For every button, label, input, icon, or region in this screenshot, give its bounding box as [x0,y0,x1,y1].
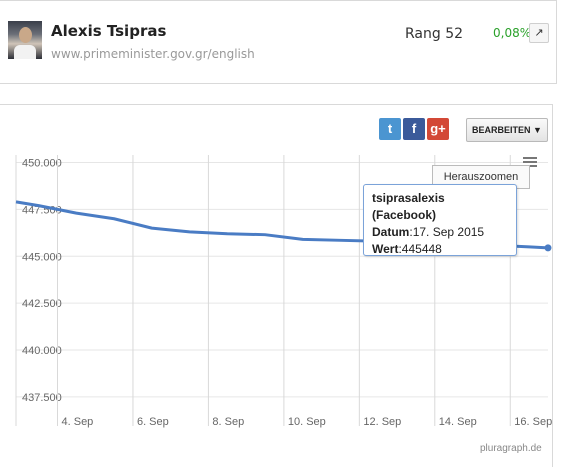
y-tick-label: 440.000 [22,345,62,357]
y-tick-label: 442.500 [22,298,62,310]
trend-arrow-icon[interactable]: ↗ [529,23,549,43]
tooltip-value: 445448 [401,242,442,256]
chart-panel [0,104,553,467]
y-tick-label: 445.000 [22,251,62,263]
avatar [8,21,42,59]
google-plus-icon[interactable]: g+ [427,118,449,140]
profile-card: Alexis Tsipras www.primeminister.gov.gr/… [0,0,557,84]
profile-name[interactable]: Alexis Tsipras [51,22,167,40]
share-buttons: t f g+ [379,118,449,140]
y-tick-label: 437.500 [22,392,62,404]
avatar-shirt [14,45,36,59]
x-tick-label: 10. Sep [288,416,326,428]
y-tick-label: 450.000 [22,158,62,170]
twitter-icon[interactable]: t [379,118,401,140]
avatar-face [19,27,32,43]
rank-label: Rang 52 [405,26,464,42]
x-tick-label: 6. Sep [137,416,169,428]
tooltip-value-label: Wert [372,242,399,256]
x-tick-label: 8. Sep [212,416,244,428]
x-tick-label: 4. Sep [62,416,94,428]
chart-tooltip: tsiprasalexis (Facebook) Datum:17. Sep 2… [363,184,517,256]
edit-button[interactable]: BEARBEITEN ▼ [466,118,548,142]
x-tick-label: 12. Sep [363,416,401,428]
tooltip-date-value: 17. Sep 2015 [412,225,485,239]
x-tick-label: 14. Sep [439,416,477,428]
credit-label[interactable]: pluragraph.de [480,443,542,454]
x-tick-label: 16. Sep [514,416,552,428]
hamburger-menu-icon[interactable] [523,157,537,168]
facebook-icon[interactable]: f [403,118,425,140]
profile-url[interactable]: www.primeminister.gov.gr/english [51,47,255,61]
data-point-marker [544,244,552,252]
tooltip-series: tsiprasalexis (Facebook) [372,191,445,222]
change-percent: 0,08% [493,26,532,40]
tooltip-date-label: Datum [372,225,410,239]
